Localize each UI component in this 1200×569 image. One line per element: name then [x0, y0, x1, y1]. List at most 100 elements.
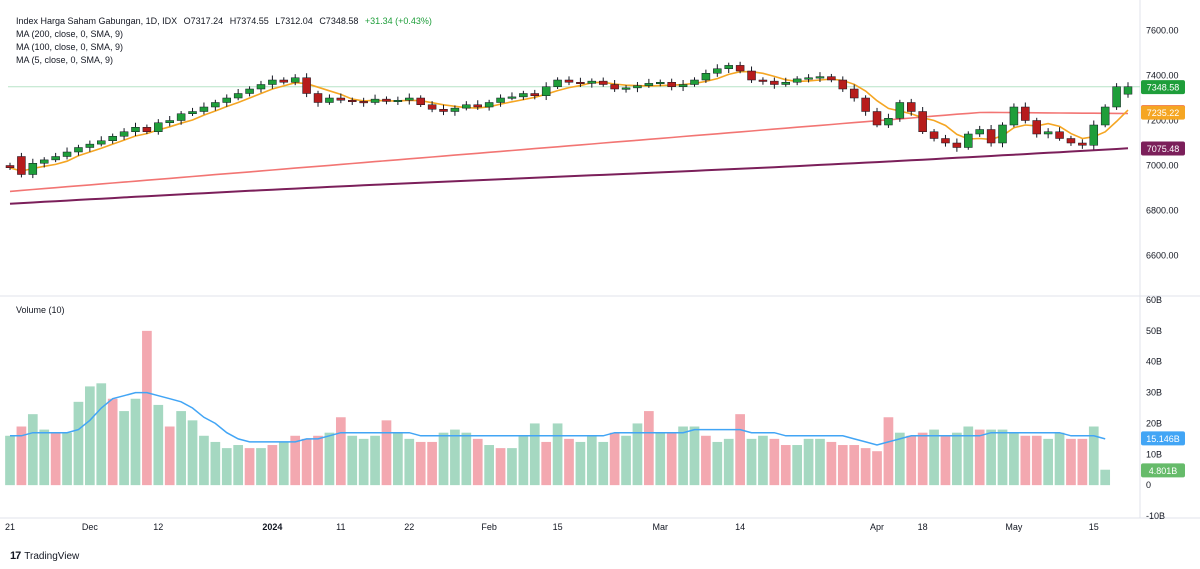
candle: [849, 88, 859, 99]
volume-bar: [621, 435, 631, 486]
candle: [176, 113, 186, 121]
candle: [302, 77, 311, 94]
candle: [541, 86, 551, 96]
symbol-legend: Index Harga Saham Gabungan, 1D, IDX O731…: [16, 16, 436, 27]
candle: [587, 80, 597, 84]
volume-bar: [427, 441, 437, 486]
volume-tick-label: 10B: [1146, 449, 1162, 459]
volume-bar: [461, 432, 472, 486]
candle: [325, 97, 334, 103]
volume-bar: [997, 429, 1008, 486]
volume-bar: [906, 435, 917, 486]
candle: [621, 87, 631, 90]
volume-bar: [507, 448, 517, 486]
volume-bar: [256, 448, 266, 486]
candle: [359, 101, 368, 104]
candle: [484, 102, 494, 108]
candle: [1055, 131, 1064, 139]
volume-bar: [860, 448, 871, 486]
candle: [256, 84, 266, 90]
volume-bar: [1020, 435, 1031, 486]
volume-bar: [233, 445, 244, 486]
volume-bar: [712, 441, 723, 486]
volume-bar: [1009, 432, 1019, 486]
volume-bar: [849, 445, 860, 486]
candle: [1078, 142, 1087, 146]
price-tick-label: 6600.00: [1146, 251, 1179, 261]
candle: [245, 88, 254, 94]
candle: [62, 151, 72, 157]
footer-brand: 17 TradingView: [10, 550, 79, 562]
volume-bar: [176, 411, 186, 486]
candle: [690, 79, 699, 85]
volume-bar: [278, 441, 289, 486]
volume-bar: [472, 438, 483, 486]
ma200-legend[interactable]: MA (200, close, 0, SMA, 9): [16, 29, 124, 39]
time-tick-label: Feb: [481, 522, 497, 532]
volume-bar: [484, 445, 494, 486]
candle: [222, 97, 231, 103]
volume-bar: [974, 429, 985, 486]
volume-legend[interactable]: Volume (10): [16, 305, 65, 315]
ma100-line: [9, 111, 1129, 193]
volume-bar: [541, 441, 552, 486]
candle: [165, 120, 174, 123]
candle: [473, 104, 482, 108]
time-tick-label: 18: [918, 522, 928, 532]
candle: [416, 97, 425, 105]
candle: [450, 107, 460, 112]
volume-bar: [164, 426, 175, 486]
candle: [279, 79, 289, 83]
candle: [1100, 106, 1110, 126]
ma5-legend[interactable]: MA (5, close, 0, SMA, 9): [16, 55, 114, 65]
volume-bar: [107, 398, 118, 486]
volume-bar: [142, 330, 152, 486]
candle: [1021, 106, 1030, 121]
candle: [644, 83, 654, 86]
candle: [348, 100, 357, 102]
volume-bar: [609, 432, 620, 486]
tradingview-logo-icon: 17: [10, 550, 21, 562]
volume-bar: [16, 426, 27, 486]
volume-bar: [404, 438, 415, 486]
volume-tick-label: 0: [1146, 480, 1151, 490]
ma200-line: [9, 147, 1129, 205]
candle: [918, 111, 927, 132]
volume-bar: [701, 435, 711, 486]
volume-bar: [119, 411, 129, 486]
volume-bar: [324, 432, 335, 486]
volume-ma-line: [10, 391, 1106, 446]
volume-bar: [940, 435, 951, 486]
time-tick-label: 21: [5, 522, 15, 532]
volume-bar: [963, 426, 974, 486]
volume-bar: [358, 438, 369, 486]
open-value: O7317.24: [183, 16, 224, 26]
ma100-legend[interactable]: MA (100, close, 0, SMA, 9): [16, 42, 124, 52]
volume-bar: [552, 423, 563, 486]
ma5-tag: 7235.22: [1147, 108, 1180, 118]
candle: [804, 77, 813, 80]
volume-bar: [792, 445, 803, 486]
candle: [268, 79, 277, 85]
volume-bar: [986, 429, 996, 486]
close-value: C7348.58: [319, 16, 359, 26]
candle: [393, 100, 403, 102]
candle: [770, 80, 779, 85]
volume-bar: [1066, 438, 1076, 486]
volume-bar: [1031, 435, 1042, 486]
candle: [907, 102, 916, 112]
volume-bar: [883, 417, 894, 486]
candle: [735, 65, 745, 72]
high-value: H7374.55: [229, 16, 269, 26]
time-tick-label: 2024: [262, 522, 282, 532]
candle: [1009, 106, 1019, 126]
candle: [427, 104, 437, 110]
candle: [952, 142, 962, 148]
candle: [678, 84, 688, 87]
volume-bar: [1100, 469, 1111, 486]
price-tick-label: 7600.00: [1146, 26, 1179, 36]
candle: [142, 127, 152, 132]
ma5-tag-bg: [1141, 105, 1185, 120]
